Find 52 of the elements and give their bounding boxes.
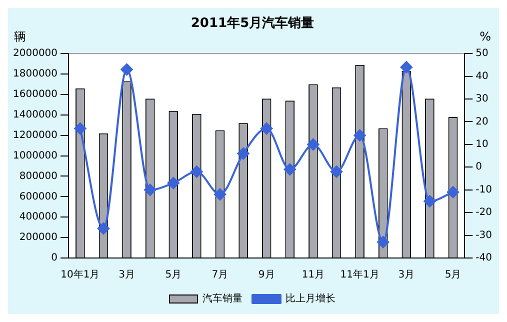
point	[307, 138, 320, 150]
y-tick-label: 800000	[19, 170, 58, 182]
legend-label: 比上月增长	[286, 292, 336, 305]
point	[284, 163, 296, 176]
point	[190, 166, 203, 178]
y2-tick-label: -40	[476, 252, 492, 264]
point	[330, 166, 343, 178]
point	[260, 122, 273, 135]
point	[167, 177, 180, 190]
y2-tick-label: 10	[476, 139, 488, 150]
y2-tick-label: 30	[476, 94, 488, 105]
legend-label: 汽车销量	[202, 292, 242, 305]
point	[144, 184, 156, 196]
point	[424, 195, 436, 208]
point	[120, 64, 133, 76]
x-tick-label: 5月	[165, 270, 182, 281]
y-tick-label: 1400000	[12, 110, 58, 121]
y2-tick-label: 40	[476, 70, 488, 82]
point	[377, 236, 390, 248]
y2-axis-title: %	[480, 30, 491, 44]
point	[354, 129, 366, 142]
x-tick-label: 11年1月	[340, 268, 380, 281]
point	[74, 122, 86, 135]
x-tick-label: 10年1月	[60, 268, 100, 281]
y-tick-label: 200000	[19, 232, 58, 244]
point	[237, 148, 250, 160]
y-tick-label: 2000000	[12, 48, 58, 60]
x-tick-label: 7月	[212, 270, 228, 281]
y2-tick-label: 50	[476, 48, 488, 60]
y2-tick-label: 0	[476, 162, 482, 173]
chart-title: 2011年5月汽车销量	[190, 15, 314, 32]
y2-tick-label: -10	[476, 184, 492, 196]
point	[400, 61, 412, 74]
x-tick-label: 9月	[258, 270, 275, 281]
y-axis-title: 辆	[14, 30, 26, 44]
point	[97, 222, 110, 234]
x-tick-label: 3月	[118, 270, 135, 281]
y-tick-label: 0	[51, 252, 58, 264]
y-tick-label: 1200000	[12, 130, 58, 141]
y2-tick-label: 20	[476, 116, 488, 128]
point	[214, 188, 226, 200]
x-tick-label: 11月	[302, 270, 325, 281]
y-tick-label: 400000	[19, 212, 58, 223]
y-tick-label: 600000	[19, 191, 58, 202]
y-tick-label: 1000000	[12, 150, 58, 162]
x-tick-label: 3月	[398, 270, 415, 281]
y-tick-label: 1800000	[12, 68, 58, 80]
point	[447, 186, 460, 198]
y-tick-label: 1600000	[12, 89, 58, 100]
y2-tick-label: -30	[476, 230, 492, 241]
x-tick-label: 5月	[444, 270, 462, 281]
y2-tick-label: -20	[476, 207, 492, 218]
